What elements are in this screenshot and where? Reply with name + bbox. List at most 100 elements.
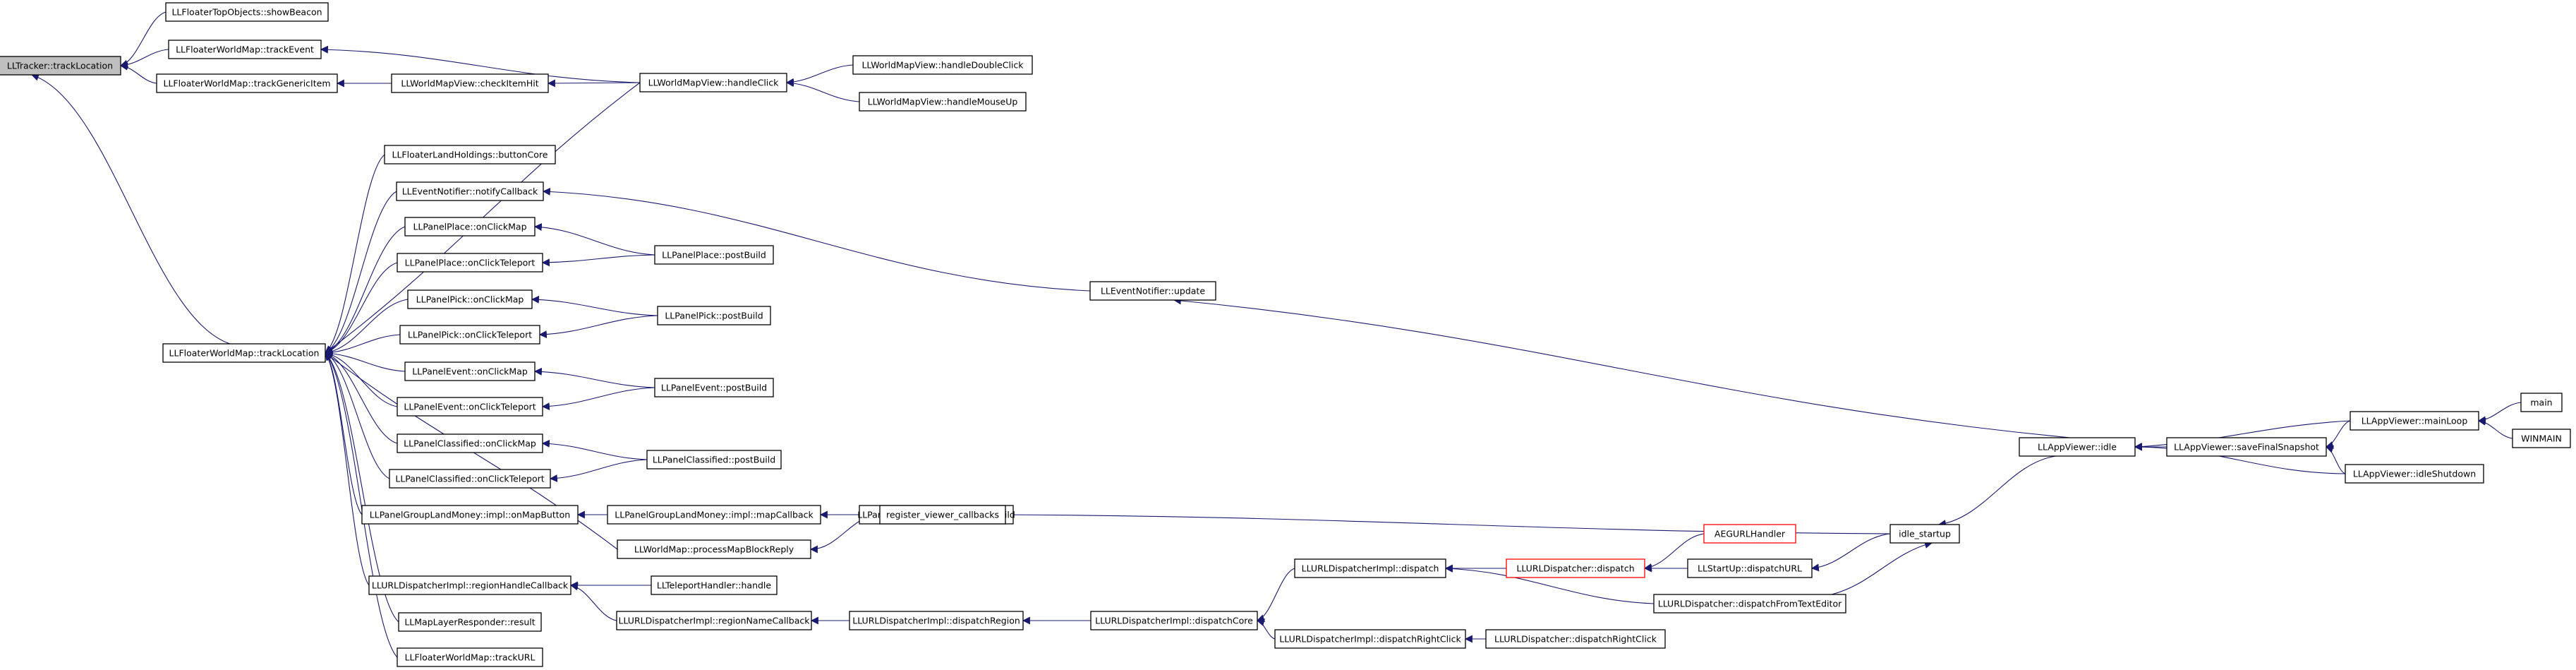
call-edge: [2325, 445, 2346, 474]
node-event-on-click-teleport[interactable]: LLPanelEvent::onClickTeleport: [397, 397, 543, 417]
edge-buttonCore-to-fwmTrackLocation: [325, 154, 385, 354]
node-box: [396, 181, 544, 201]
node-label: LLMapLayerResponder::result: [404, 617, 535, 628]
node-region-handle-callback[interactable]: LLURLDispatcherImpl::regionHandleCallbac…: [368, 575, 572, 595]
node-label: LLURLDispatcher::dispatch: [1516, 563, 1634, 574]
call-edge: [1810, 533, 1891, 572]
node-main[interactable]: main: [2520, 393, 2563, 412]
node-box: [2350, 411, 2479, 431]
node-notify-callback[interactable]: LLEventNotifier::notifyCallback: [396, 181, 544, 201]
call-edge: [325, 352, 363, 515]
node-dispatcher-dispatch-right-click[interactable]: LLURLDispatcher::dispatchRightClick: [1485, 629, 1666, 649]
node-track-generic-item[interactable]: LLFloaterWorldMap::trackGenericItem: [156, 73, 338, 93]
node-teleport-handle[interactable]: LLTeleportHandler::handle: [651, 575, 778, 595]
node-label: LLPanelClassified::onClickTeleport: [395, 474, 544, 484]
node-save-final-snapshot[interactable]: LLAppViewer::saveFinalSnapshot: [2166, 437, 2327, 457]
node-impl-dispatch[interactable]: LLURLDispatcherImpl::dispatch: [1294, 558, 1446, 578]
call-edge: [324, 351, 398, 444]
call-edge: [119, 49, 169, 69]
call-edge: [785, 79, 860, 102]
node-classified-on-click-teleport[interactable]: LLPanelClassified::onClickTeleport: [389, 469, 551, 489]
node-winmain[interactable]: WINMAIN: [2512, 429, 2571, 448]
node-track-event[interactable]: LLFloaterWorldMap::trackEvent: [168, 40, 322, 59]
node-place-on-click-map[interactable]: LLPanelPlace::onClickMap: [404, 217, 536, 237]
node-show-beacon[interactable]: LLFloaterTopObjects::showBeacon: [165, 2, 329, 22]
node-track-u-r-l[interactable]: LLFloaterWorldMap::trackURL: [397, 647, 543, 667]
edge-placePostBuild-to-placeOnClickTeleport: [541, 254, 655, 267]
node-label: LLFloaterLandHoldings::buttonCore: [392, 150, 548, 160]
node-label: LLFloaterWorldMap::trackURL: [405, 652, 536, 663]
node-dispatcher-dispatch[interactable]: LLURLDispatcher::dispatch: [1506, 558, 1645, 578]
node-aegurl-handler[interactable]: AEGURLHandler: [1703, 524, 1796, 544]
node-button-core[interactable]: LLFloaterLandHoldings::buttonCore: [384, 145, 556, 164]
node-event-post-build[interactable]: LLPanelEvent::postBuild: [654, 378, 774, 397]
node-handle-double-click[interactable]: LLWorldMapView::handleDoubleClick: [852, 55, 1033, 75]
node-classified-post-build[interactable]: LLPanelClassified::postBuild: [646, 450, 782, 469]
node-box: [162, 343, 326, 363]
node-handle-click[interactable]: LLWorldMapView::handleClick: [639, 73, 787, 92]
node-register-viewer-callbacks[interactable]: register_viewer_callbacks: [879, 505, 1006, 525]
node-map-layer-result[interactable]: LLMapLayerResponder::result: [398, 612, 542, 632]
node-box: [168, 40, 322, 59]
node-handle-mouse-up[interactable]: LLWorldMapView::handleMouseUp: [859, 92, 1027, 112]
node-on-map-button[interactable]: LLPanelGroupLandMoney::impl::onMapButton: [361, 505, 579, 525]
call-edge: [325, 352, 370, 586]
node-label: LLEventNotifier::update: [1101, 286, 1205, 297]
node-label: LLPanelPick::onClickMap: [416, 294, 524, 305]
node-idle-shutdown[interactable]: LLAppViewer::idleShutdown: [2345, 464, 2484, 484]
node-box: [654, 245, 774, 265]
edge-pickOnClickTeleport-to-fwmTrackLocation: [324, 334, 401, 357]
node-pick-post-build[interactable]: LLPanelPick::postBuild: [657, 306, 771, 325]
edge-trackURL-to-fwmTrackLocation: [325, 352, 398, 658]
node-pick-on-click-teleport[interactable]: LLPanelPick::onClickTeleport: [399, 325, 540, 345]
node-label: LLURLDispatcherImpl::dispatch: [1302, 563, 1439, 574]
node-dispatch-region[interactable]: LLURLDispatcherImpl::dispatchRegion: [849, 611, 1024, 630]
node-map-callback[interactable]: LLPanelGroupLandMoney::impl::mapCallback: [607, 505, 821, 525]
node-main-loop[interactable]: LLAppViewer::mainLoop: [2350, 411, 2479, 431]
node-box: [651, 575, 778, 595]
node-label: LLFloaterWorldMap::trackGenericItem: [164, 78, 331, 89]
node-fwm-track-location[interactable]: LLFloaterWorldMap::trackLocation: [162, 343, 326, 363]
edge-eventNotifierUpdate-to-notifyCallback: [542, 187, 1091, 292]
edge-placeOnClickMap-to-fwmTrackLocation: [324, 226, 406, 354]
call-edge: [325, 352, 399, 623]
call-edge: [541, 254, 655, 267]
call-edge: [541, 387, 655, 411]
node-label: LLWorldMapView::handleDoubleClick: [861, 60, 1024, 71]
node-idle-startup[interactable]: idle_startup: [1889, 524, 1960, 544]
node-box: [397, 433, 543, 453]
node-region-name-callback[interactable]: LLURLDispatcherImpl::regionNameCallback: [616, 611, 812, 630]
node-impl-dispatch-right-click[interactable]: LLURLDispatcherImpl::dispatchRightClick: [1274, 629, 1466, 649]
node-label: main: [2530, 397, 2552, 408]
node-event-notifier-update[interactable]: LLEventNotifier::update: [1089, 281, 1216, 301]
node-app-idle[interactable]: LLAppViewer::idle: [2019, 437, 2136, 457]
edge-pickPostBuild-to-pickOnClickTeleport: [538, 315, 658, 339]
edge-eventPostBuild-to-eventOnClickTeleport: [541, 387, 655, 411]
node-box: [639, 73, 787, 92]
node-place-on-click-teleport[interactable]: LLPanelPlace::onClickTeleport: [397, 253, 543, 273]
node-dispatch-u-r-l[interactable]: LLStartUp::dispatchURL: [1687, 558, 1813, 578]
edge-dispatchFromTextEditor-to-implDispatch: [1444, 564, 1655, 604]
node-label: LLWorldMapView::handleClick: [648, 78, 780, 88]
node-label: LLAppViewer::mainLoop: [2362, 416, 2468, 426]
node-label: LLURLDispatcherImpl::dispatchRightClick: [1279, 634, 1461, 645]
node-event-on-click-map[interactable]: LLPanelEvent::onClickMap: [404, 361, 536, 381]
call-edge: [785, 64, 854, 86]
node-classified-on-click-map[interactable]: LLPanelClassified::onClickMap: [397, 433, 543, 453]
node-check-item-hit[interactable]: LLWorldMapView::checkItemHit: [391, 73, 549, 93]
edge-mapLayerResult-to-fwmTrackLocation: [325, 352, 399, 623]
node-dispatch-core[interactable]: LLURLDispatcherImpl::dispatchCore: [1090, 611, 1258, 630]
call-edge: [1643, 533, 1705, 572]
node-box: [607, 505, 821, 525]
edge-pickPostBuild-to-pickOnClickMap: [531, 295, 658, 316]
call-edge: [119, 11, 167, 68]
node-process-map-block-reply[interactable]: LLWorldMap::processMapBlockReply: [617, 539, 811, 559]
call-edge: [538, 315, 658, 339]
node-dispatch-from-text-editor[interactable]: LLURLDispatcher::dispatchFromTextEditor: [1653, 594, 1846, 614]
node-pick-on-click-map[interactable]: LLPanelPick::onClickMap: [407, 289, 533, 309]
node-track-location[interactable]: LLTracker::trackLocation: [0, 56, 121, 76]
node-box: [165, 2, 329, 22]
edge-handleClick-to-trackEvent: [320, 45, 641, 83]
call-edge: [325, 352, 390, 479]
node-place-post-build[interactable]: LLPanelPlace::postBuild: [654, 245, 774, 265]
